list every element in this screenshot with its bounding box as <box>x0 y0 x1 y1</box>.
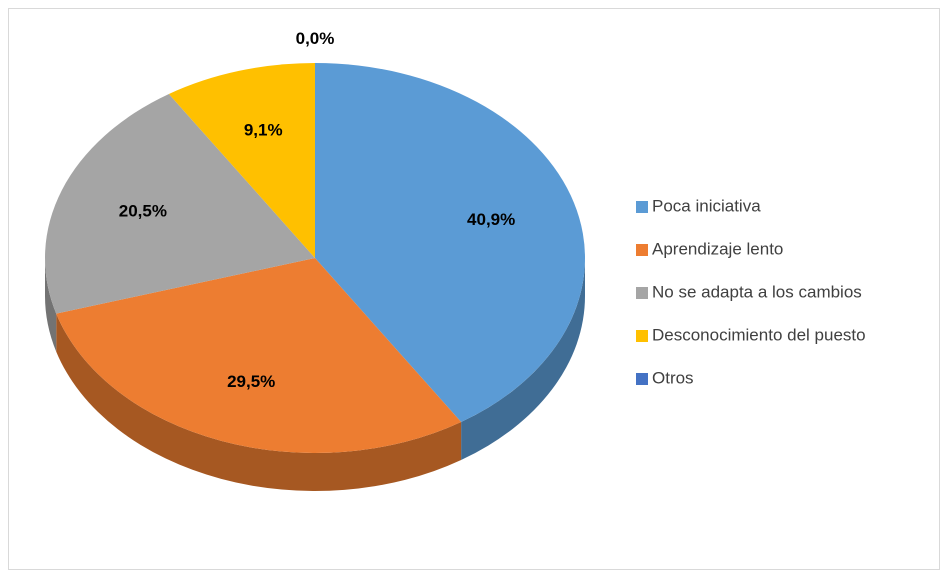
slice-side <box>56 313 462 492</box>
legend-swatch <box>636 330 648 342</box>
legend-label: Aprendizaje lento <box>652 239 783 258</box>
slice-side <box>461 258 585 460</box>
slice <box>315 63 585 422</box>
legend-swatch <box>636 373 648 385</box>
value-label: 9,1% <box>244 120 283 139</box>
legend-swatch <box>636 201 648 213</box>
legend-label: Otros <box>652 368 694 387</box>
value-label: 0,0% <box>296 29 335 48</box>
legend-label: No se adapta a los cambios <box>652 282 862 301</box>
slice-side <box>45 258 57 352</box>
legend-swatch <box>636 287 648 299</box>
legend-label: Desconocimiento del puesto <box>652 325 866 344</box>
slice <box>56 258 462 453</box>
slice <box>168 63 315 258</box>
legend-swatch <box>636 244 648 256</box>
legend-label: Poca iniciativa <box>652 196 761 215</box>
slice <box>45 94 316 314</box>
value-label: 20,5% <box>119 201 167 220</box>
value-label: 40,9% <box>467 210 515 229</box>
value-label: 29,5% <box>227 372 275 391</box>
